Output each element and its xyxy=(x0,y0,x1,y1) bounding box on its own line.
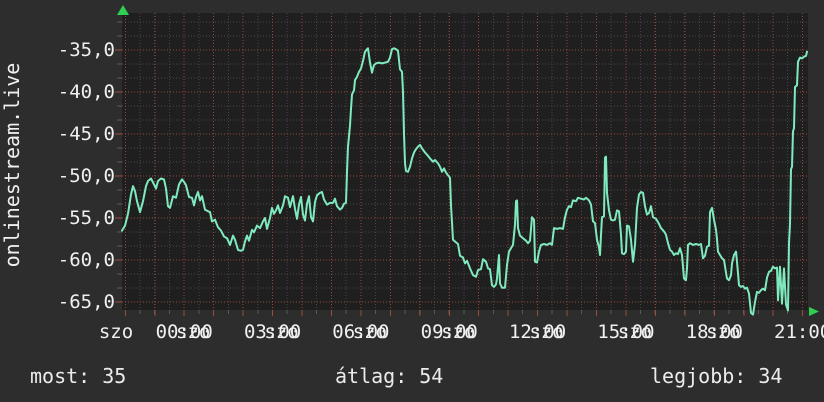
x-tick-label: 00:00 xyxy=(155,321,213,343)
stat-best-label: legjobb: xyxy=(650,364,747,388)
x-day-label-overlay: szo xyxy=(706,321,741,343)
y-axis-arrow-icon xyxy=(117,5,129,15)
x-day-label-overlay: szo xyxy=(176,321,211,343)
stat-current-label: most: xyxy=(30,364,91,388)
signal-line xyxy=(121,47,808,316)
x-axis-arrow-icon xyxy=(809,307,819,316)
x-tick-label: 03:00 xyxy=(243,321,302,343)
stat-current-value: 35 xyxy=(102,364,127,388)
x-day-label: szo xyxy=(98,321,134,343)
x-day-label-overlay: szo xyxy=(264,321,299,343)
x-day-label-overlay: szo xyxy=(529,321,564,343)
x-day-label-overlay: szo xyxy=(441,321,476,343)
stat-average-value: 54 xyxy=(419,364,444,388)
x-day-label-overlay: szo xyxy=(617,321,653,343)
y-tick-label: -60,0 xyxy=(57,249,115,271)
y-tick-label: -35,0 xyxy=(57,39,115,61)
x-tick-label: 12:00 xyxy=(508,321,567,343)
x-day-label-overlay: szo xyxy=(352,321,388,343)
stat-best: legjobb: 34 xyxy=(650,364,782,388)
x-tick-label: 18:00 xyxy=(685,321,743,343)
y-tick-label: -45,0 xyxy=(57,123,115,145)
y-tick-label: -65,0 xyxy=(57,291,115,313)
y-tick-label: -55,0 xyxy=(57,207,115,229)
stat-average: átlag: 54 xyxy=(335,364,443,388)
stat-average-label: átlag: xyxy=(335,364,408,388)
x-tick-label: 09:00 xyxy=(420,321,478,343)
y-tick-label: -50,0 xyxy=(57,165,115,187)
stats-row: most: 35 átlag: 54 legjobb: 34 xyxy=(0,364,824,392)
x-tick-label: 06:00 xyxy=(332,321,390,343)
x-tick-label: 21:00 xyxy=(774,321,824,343)
y-tick-label: -40,0 xyxy=(57,81,115,103)
stat-best-value: 34 xyxy=(758,364,783,388)
x-tick-label: 15:00 xyxy=(597,321,655,343)
stat-current: most: 35 xyxy=(30,364,126,388)
